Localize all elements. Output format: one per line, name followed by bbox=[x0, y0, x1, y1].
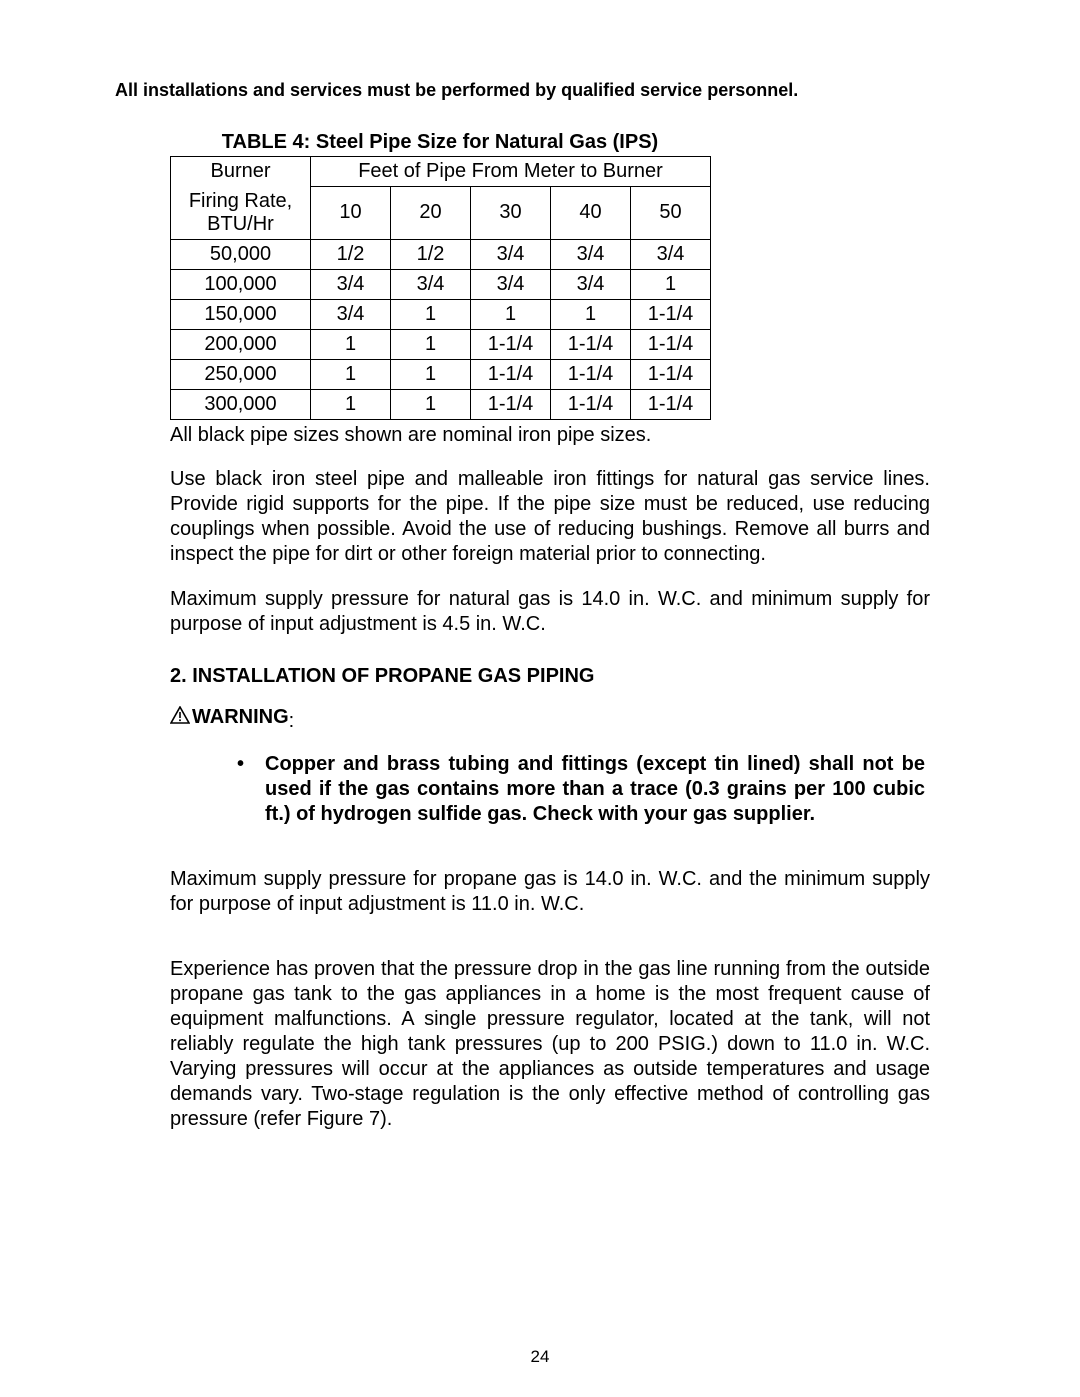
val-cell: 1-1/4 bbox=[631, 389, 711, 419]
val-cell: 1 bbox=[631, 269, 711, 299]
val-cell: 3/4 bbox=[471, 269, 551, 299]
val-cell: 1-1/4 bbox=[471, 389, 551, 419]
val-cell: 3/4 bbox=[391, 269, 471, 299]
page-number: 24 bbox=[0, 1347, 1080, 1367]
section-2-heading: 2. INSTALLATION OF PROPANE GAS PIPING bbox=[170, 665, 965, 688]
val-cell: 1 bbox=[391, 359, 471, 389]
rate-cell: 300,000 bbox=[171, 389, 311, 419]
table4: Burner Feet of Pipe From Meter to Burner… bbox=[170, 156, 711, 420]
table4-container: TABLE 4: Steel Pipe Size for Natural Gas… bbox=[170, 131, 710, 420]
warning-triangle-icon bbox=[170, 706, 190, 730]
table-header-row-1: Burner Feet of Pipe From Meter to Burner bbox=[171, 157, 711, 187]
val-cell: 1-1/4 bbox=[551, 329, 631, 359]
val-cell: 3/4 bbox=[551, 239, 631, 269]
val-cell: 1 bbox=[471, 299, 551, 329]
dist-col-0: 10 bbox=[311, 187, 391, 240]
paragraph-1: Use black iron steel pipe and malleable … bbox=[170, 467, 930, 567]
warning-bullet: Copper and brass tubing and fittings (ex… bbox=[265, 752, 925, 827]
val-cell: 1 bbox=[311, 389, 391, 419]
warning-heading: WARNING : bbox=[170, 706, 965, 730]
val-cell: 1/2 bbox=[391, 239, 471, 269]
table4-title: TABLE 4: Steel Pipe Size for Natural Gas… bbox=[170, 131, 710, 154]
dist-col-2: 30 bbox=[471, 187, 551, 240]
span-header: Feet of Pipe From Meter to Burner bbox=[311, 157, 711, 187]
val-cell: 1 bbox=[391, 299, 471, 329]
val-cell: 1-1/4 bbox=[551, 359, 631, 389]
val-cell: 3/4 bbox=[311, 299, 391, 329]
val-cell: 1 bbox=[311, 359, 391, 389]
dist-col-4: 50 bbox=[631, 187, 711, 240]
table-row: 300,000 1 1 1-1/4 1-1/4 1-1/4 bbox=[171, 389, 711, 419]
val-cell: 3/4 bbox=[551, 269, 631, 299]
col1-header-bottom: Firing Rate, BTU/Hr bbox=[171, 187, 311, 240]
val-cell: 1-1/4 bbox=[471, 359, 551, 389]
top-note: All installations and services must be p… bbox=[115, 80, 965, 101]
rate-cell: 100,000 bbox=[171, 269, 311, 299]
paragraph-2: Maximum supply pressure for natural gas … bbox=[170, 587, 930, 637]
val-cell: 1-1/4 bbox=[631, 359, 711, 389]
paragraph-4: Experience has proven that the pressure … bbox=[170, 957, 930, 1132]
rate-cell: 150,000 bbox=[171, 299, 311, 329]
val-cell: 1 bbox=[391, 329, 471, 359]
warning-colon: : bbox=[289, 710, 295, 733]
val-cell: 3/4 bbox=[631, 239, 711, 269]
warning-label: WARNING bbox=[192, 706, 289, 729]
val-cell: 1/2 bbox=[311, 239, 391, 269]
document-page: All installations and services must be p… bbox=[0, 0, 1080, 1397]
val-cell: 1-1/4 bbox=[631, 329, 711, 359]
table4-footnote: All black pipe sizes shown are nominal i… bbox=[170, 424, 965, 447]
paragraph-3: Maximum supply pressure for propane gas … bbox=[170, 867, 930, 917]
val-cell: 1 bbox=[391, 389, 471, 419]
dist-col-1: 20 bbox=[391, 187, 471, 240]
val-cell: 3/4 bbox=[311, 269, 391, 299]
val-cell: 1-1/4 bbox=[551, 389, 631, 419]
dist-col-3: 40 bbox=[551, 187, 631, 240]
val-cell: 1-1/4 bbox=[631, 299, 711, 329]
rate-cell: 250,000 bbox=[171, 359, 311, 389]
val-cell: 1-1/4 bbox=[471, 329, 551, 359]
table-row: 250,000 1 1 1-1/4 1-1/4 1-1/4 bbox=[171, 359, 711, 389]
col1-header-top: Burner bbox=[171, 157, 311, 187]
table-row: 200,000 1 1 1-1/4 1-1/4 1-1/4 bbox=[171, 329, 711, 359]
table-row: 100,000 3/4 3/4 3/4 3/4 1 bbox=[171, 269, 711, 299]
rate-cell: 200,000 bbox=[171, 329, 311, 359]
val-cell: 3/4 bbox=[471, 239, 551, 269]
rate-cell: 50,000 bbox=[171, 239, 311, 269]
table-row: 50,000 1/2 1/2 3/4 3/4 3/4 bbox=[171, 239, 711, 269]
val-cell: 1 bbox=[551, 299, 631, 329]
table-header-row-2: Firing Rate, BTU/Hr 10 20 30 40 50 bbox=[171, 187, 711, 240]
val-cell: 1 bbox=[311, 329, 391, 359]
table-row: 150,000 3/4 1 1 1 1-1/4 bbox=[171, 299, 711, 329]
